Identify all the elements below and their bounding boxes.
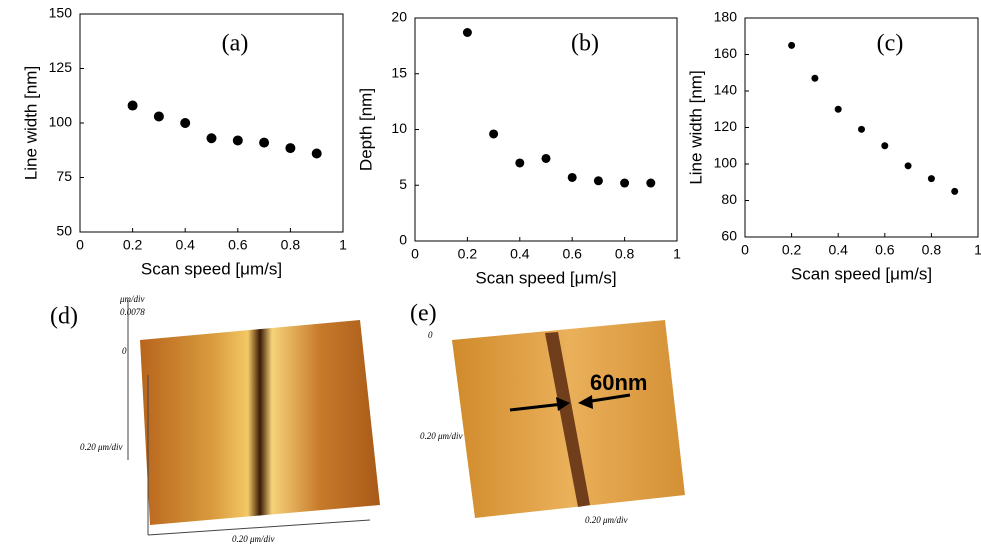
data-point (232, 135, 243, 146)
x-tick-label: 0.4 (510, 246, 530, 262)
x-tick-label: 0.8 (922, 242, 942, 258)
y-tick-label: 125 (49, 59, 73, 75)
data-point (904, 162, 912, 170)
plot-frame (79, 13, 344, 233)
y-tick-label: 10 (391, 120, 407, 136)
y-tick-label: 5 (399, 176, 407, 192)
y-tick-label: 60 (721, 228, 737, 244)
data-point (153, 111, 164, 122)
data-point (811, 74, 819, 82)
data-point (927, 175, 935, 183)
data-point (462, 27, 472, 37)
afm-3d-image (127, 300, 380, 536)
z-zero: 0 (122, 346, 127, 356)
y-tick-label: 100 (49, 114, 73, 130)
x-tick-label: 1 (673, 246, 681, 262)
panel-label: (d) (50, 304, 78, 330)
data-point (259, 137, 270, 148)
x-tick-label: 0.8 (615, 246, 635, 262)
data-point (881, 142, 889, 150)
y-tick-label: 140 (714, 82, 738, 98)
panel-label: (a) (222, 31, 249, 57)
x-axis-label: Scan speed [μm/s] (141, 259, 282, 278)
data-point (180, 118, 191, 128)
y-axis-label: Line width [nm] (21, 66, 40, 180)
x-scale: 0.20 μm/div (232, 534, 275, 544)
x-tick-label: 1 (974, 242, 981, 258)
y-tick-label: 75 (56, 168, 72, 184)
y-tick-label: 100 (714, 155, 738, 171)
panel-label: (b) (571, 31, 599, 57)
y-tick-label: 20 (391, 9, 407, 25)
y-axis-label: Depth [nm] (356, 88, 375, 171)
data-point (206, 133, 217, 144)
y-tick-label: 15 (391, 64, 407, 80)
data-point (620, 178, 630, 188)
data-point (788, 41, 796, 49)
y-axis-label: Line width [nm] (686, 70, 705, 184)
x-tick-label: 1 (339, 237, 347, 253)
x-axis-label: Scan speed [μm/s] (475, 268, 616, 287)
data-point (489, 129, 499, 139)
panel-label: (c) (877, 31, 904, 57)
data-point (834, 105, 842, 113)
axis-unit: μm/div (119, 294, 145, 304)
y-tick-label: 80 (721, 191, 737, 207)
y-tick-label: 120 (714, 118, 738, 134)
data-point (951, 187, 959, 195)
x-tick-label: 0.8 (281, 237, 301, 253)
panel-label: (e) (410, 301, 437, 327)
y-tick-label: 150 (49, 5, 73, 21)
y-tick-label: 180 (714, 9, 738, 25)
data-point (127, 100, 138, 111)
x-tick-label: 0 (741, 242, 749, 258)
x-tick-label: 0 (76, 237, 84, 253)
plot-frame (414, 17, 678, 242)
y-tick-label: 160 (714, 45, 738, 61)
x-tick-label: 0.6 (228, 237, 248, 253)
data-point (541, 153, 551, 163)
y-scale: 0.20 μm/div (420, 431, 463, 441)
z-top: 0.0078 (120, 307, 145, 317)
x-tick-label: 0.2 (782, 242, 802, 258)
data-point (285, 143, 296, 154)
y-tick-label: 50 (56, 223, 72, 239)
data-point (311, 148, 322, 159)
x-tick-label: 0.6 (562, 246, 582, 262)
x-tick-label: 0.6 (875, 242, 895, 258)
data-point (858, 125, 865, 133)
width-annotation: 60nm (590, 370, 647, 395)
data-point (515, 158, 525, 168)
data-point (646, 178, 656, 188)
x-tick-label: 0.4 (828, 242, 848, 258)
y-scale: 0.20 μm/div (80, 442, 123, 452)
afm-2d-image (452, 320, 685, 518)
x-tick-label: 0.2 (123, 237, 143, 253)
data-point (567, 172, 577, 182)
data-point (593, 176, 603, 186)
zero-label: 0 (428, 330, 433, 340)
x-tick-label: 0.2 (458, 246, 478, 262)
x-tick-label: 0 (411, 246, 419, 262)
x-tick-label: 0.4 (175, 237, 195, 253)
y-tick-label: 0 (399, 232, 407, 248)
x-axis-label: Scan speed [μm/s] (791, 264, 932, 283)
x-scale: 0.20 μm/div (585, 515, 628, 525)
